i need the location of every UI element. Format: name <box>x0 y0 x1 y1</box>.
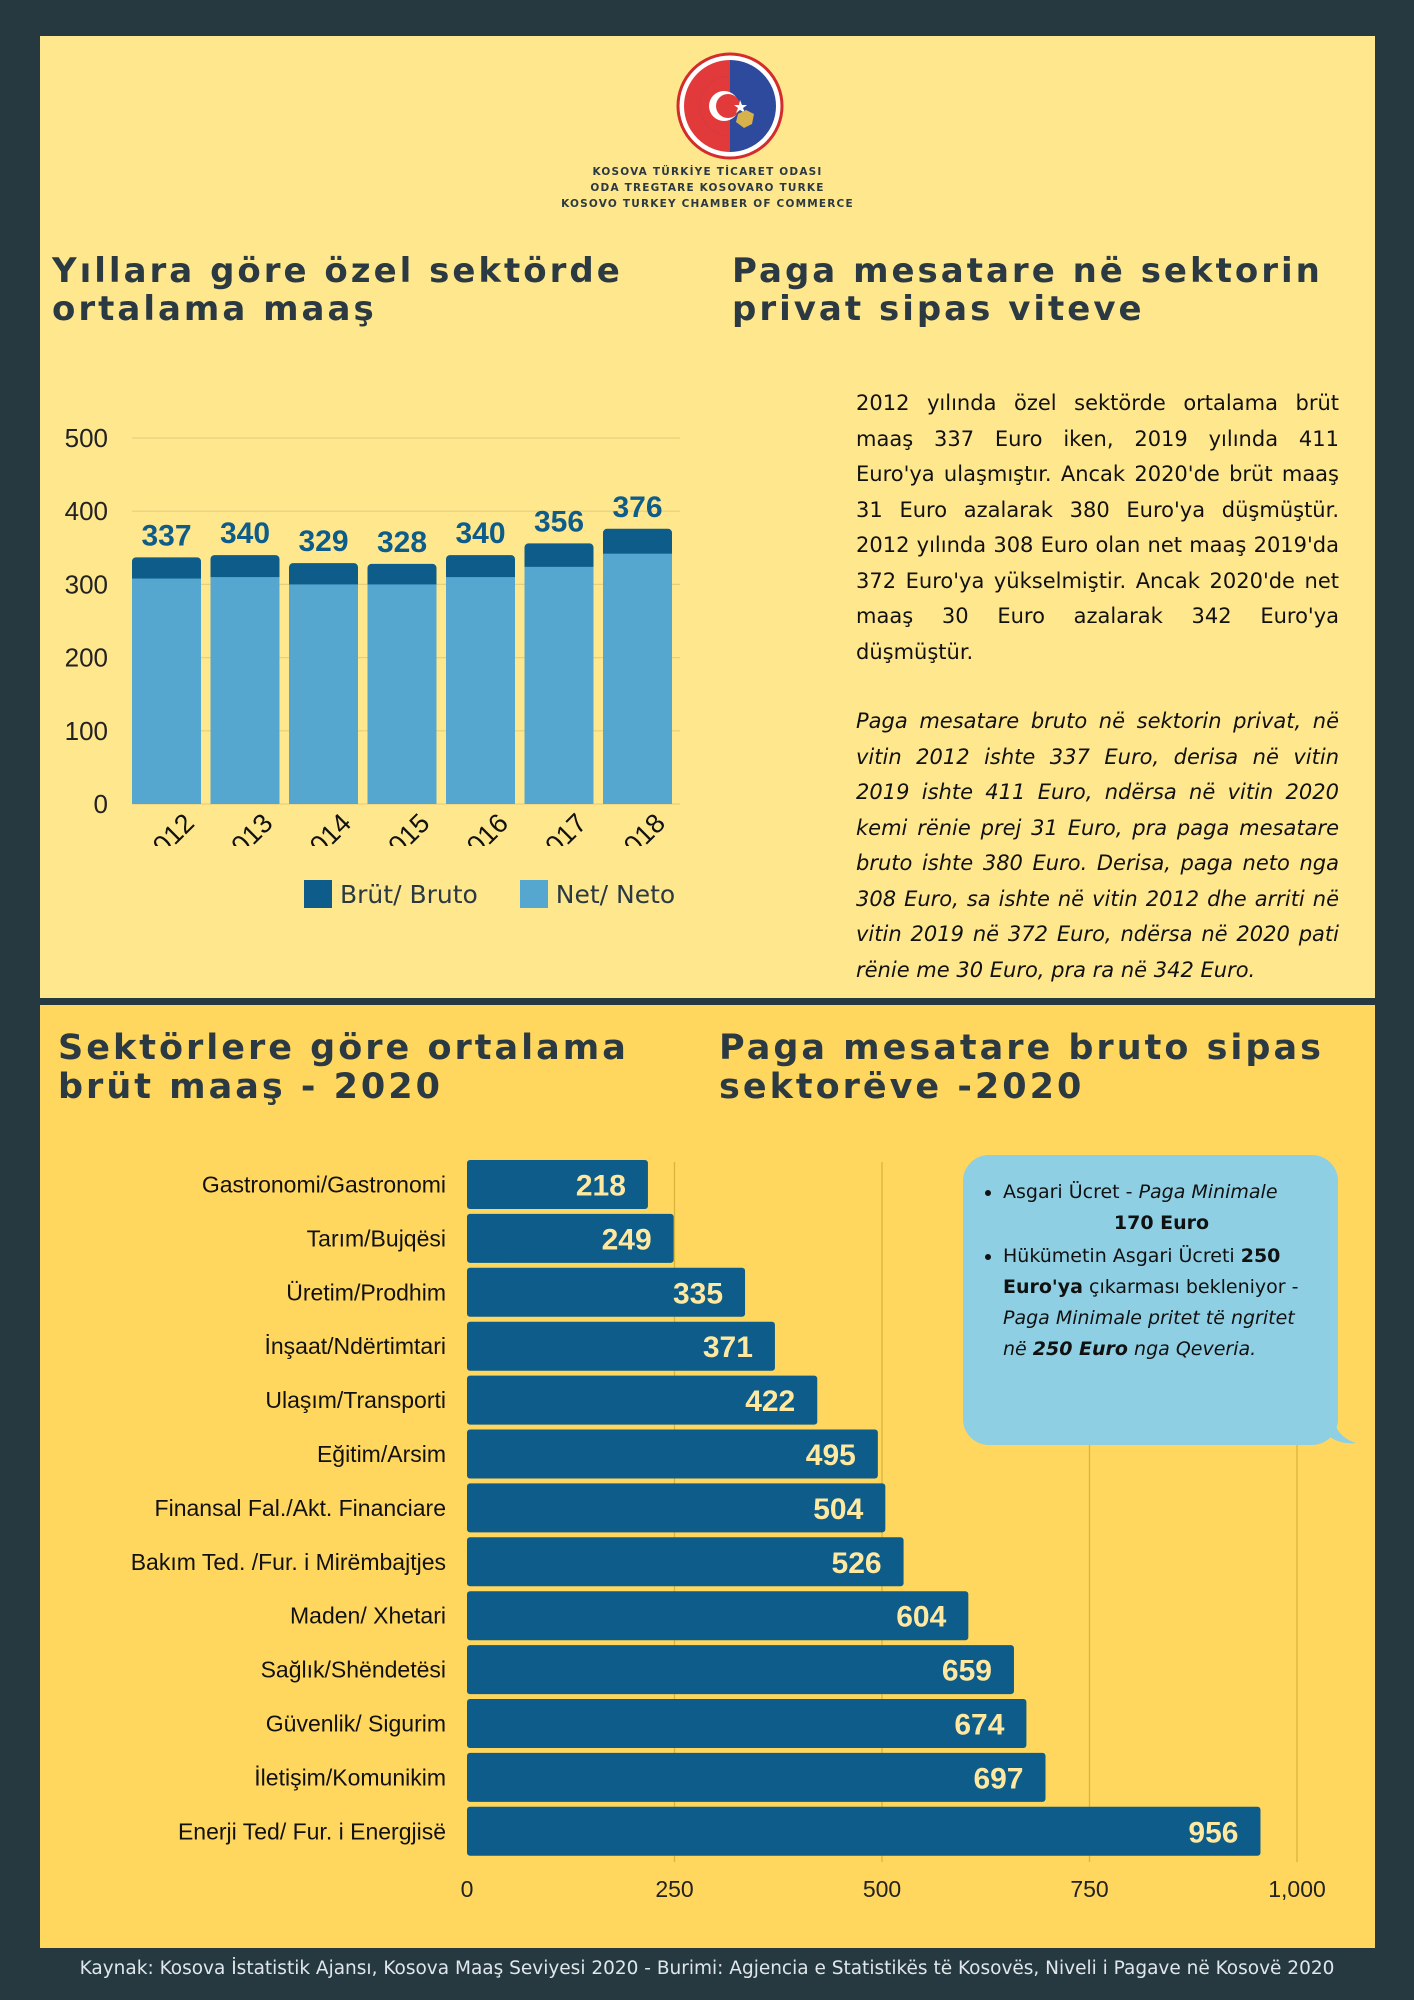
panel-sector-salary: Sektörlere göre ortalama brüt maaş - 202… <box>40 1005 1375 1948</box>
sector-label: Maden/ Xhetari <box>290 1603 446 1629</box>
sector-label: Güvenlik/ Sigurim <box>266 1711 446 1737</box>
sector-bar <box>467 1537 904 1587</box>
chamber-logo <box>676 52 784 160</box>
legend-item-net: Net/ Neto <box>519 880 676 909</box>
sector-bar-value: 249 <box>602 1223 652 1256</box>
y-tick-label: 0 <box>94 789 108 819</box>
bar-net <box>603 553 672 804</box>
sector-label: Gastronomi/Gastronomi <box>202 1172 446 1198</box>
description-albanian: Paga mesatare bruto në sektorin privat, … <box>856 709 1339 982</box>
sector-bar <box>467 1267 746 1317</box>
legend-item-gross: Brüt/ Bruto <box>304 880 478 909</box>
bar-net <box>446 577 515 804</box>
sector-bar-value: 218 <box>576 1170 626 1203</box>
sector-bar-value: 956 <box>1188 1816 1238 1849</box>
source-footer: Kaynak: Kosova İstatistik Ajansı, Kosova… <box>79 1958 1335 1979</box>
y-tick-label: 400 <box>65 496 108 526</box>
data-label-gross: 337 <box>141 519 191 552</box>
legend-swatch-net <box>519 880 548 908</box>
sector-bar <box>467 1375 818 1425</box>
data-label-gross: 340 <box>220 517 270 550</box>
x-tick-label: 2012 <box>136 808 200 846</box>
sector-label: Tarım/Bujqësi <box>307 1225 446 1251</box>
sector-bar-value: 504 <box>813 1493 863 1526</box>
y-tick-label: 200 <box>65 643 108 673</box>
sector-label: Enerji Ted/ Fur. i Energjisë <box>178 1818 446 1844</box>
sector-bar <box>467 1160 648 1209</box>
org-name-english: KOSOVO TURKEY CHAMBER OF COMMERCE <box>561 198 854 210</box>
sector-bar <box>467 1429 878 1479</box>
sector-label: İnşaat/Ndërtimtari <box>264 1333 446 1359</box>
bar-net <box>210 577 280 804</box>
yearly-salary-bar-chart: 0 100 200 300 400 500 337 2012 340 2013 329 2014 328… <box>65 423 680 846</box>
sector-label: İletişim/Komunikim <box>254 1764 446 1790</box>
sector-bar-value: 604 <box>896 1601 946 1634</box>
section2-title-turkish: Sektörlere göre ortalama brüt maaş - 202… <box>58 1028 629 1108</box>
legend-label-net: Net/ Neto <box>555 880 676 909</box>
x-tick-label: 2018 <box>607 808 671 846</box>
callout-tail <box>1310 1407 1356 1444</box>
sector-bar-value: 526 <box>832 1547 882 1580</box>
y-tick-label: 300 <box>65 569 108 599</box>
sector-bar-value: 335 <box>673 1277 723 1310</box>
x-tick-label: 2017 <box>529 808 593 846</box>
y-tick-label: 100 <box>65 716 108 746</box>
sector-label: Üretim/Prodhim <box>286 1279 446 1305</box>
x-tick-label: 2013 <box>215 808 279 846</box>
sector-salary-bar-chart: 0 250 500 750 1,000 218 Gastronomi/Gastronomi 2… <box>131 1160 1326 1902</box>
sector-bar-value: 659 <box>942 1655 992 1688</box>
sector-label: Finansal Fal./Akt. Financiare <box>155 1495 446 1521</box>
data-label-gross: 329 <box>298 525 348 558</box>
sector-bar <box>467 1752 1046 1802</box>
sector-bar <box>467 1213 674 1263</box>
callout-item-minimum-wage: Asgari Ücret - Paga Minimale 170 Euro <box>1003 1177 1320 1239</box>
x-tick-label: 2014 <box>293 808 357 846</box>
sector-bar-value: 674 <box>954 1709 1004 1742</box>
sector-bar-value: 422 <box>745 1385 795 1418</box>
sector-label: Sağlık/Shëndetësi <box>261 1657 446 1683</box>
minimum-wage-callout: Asgari Ücret - Paga Minimale 170 Euro Hü… <box>963 1155 1356 1445</box>
org-name-turkish: KOSOVA TÜRKİYE TİCARET ODASI <box>592 166 823 178</box>
sector-bar <box>467 1483 886 1533</box>
sector-bar <box>467 1591 969 1641</box>
sector-bar <box>467 1645 1014 1695</box>
legend-label-gross: Brüt/ Bruto <box>340 880 478 909</box>
sector-bar <box>467 1806 1261 1856</box>
section1-title-turkish: Yıllara göre özel sektörde ortalama maaş <box>52 251 623 330</box>
panel-yearly-salary: KOSOVA TÜRKİYE TİCARET ODASI ODA TREGTAR… <box>40 36 1375 998</box>
sector-label: Eğitim/Arsim <box>317 1441 446 1467</box>
sector-bar <box>467 1699 1027 1748</box>
x-tick-label: 500 <box>863 1876 901 1902</box>
sector-bar-value: 697 <box>973 1762 1023 1795</box>
bar-net <box>524 566 594 804</box>
sector-label: Ulaşım/Transporti <box>265 1387 446 1413</box>
x-tick-label: 1,000 <box>1268 1876 1326 1902</box>
org-name-albanian: ODA TREGTARE KOSOVARO TURKE <box>590 182 825 194</box>
data-label-gross: 340 <box>455 517 505 550</box>
bar-net <box>132 578 201 804</box>
legend-swatch-gross <box>304 880 332 908</box>
callout-item-expected-increase: Hükümetin Asgari Ücreti 250 Euro'ya çıka… <box>1003 1241 1320 1365</box>
sector-bar-value: 371 <box>703 1331 753 1364</box>
section2-title-albanian: Paga mesatare bruto sipas sektorëve -202… <box>719 1028 1324 1108</box>
data-label-gross: 356 <box>534 505 584 538</box>
bar-net <box>289 584 358 804</box>
y-tick-label: 500 <box>65 423 108 453</box>
x-tick-label: 2015 <box>372 808 436 846</box>
sector-bar <box>467 1321 775 1371</box>
x-tick-label: 250 <box>655 1876 693 1902</box>
chart1-legend: Brüt/ Bruto Net/ Neto <box>304 880 675 909</box>
section1-title-albanian: Paga mesatare në sektorin privat sipas v… <box>732 251 1323 330</box>
x-tick-label: 0 <box>461 1876 474 1902</box>
sector-bar-value: 495 <box>806 1439 856 1472</box>
x-tick-label: 2016 <box>450 808 514 846</box>
bar-net <box>367 584 437 804</box>
description-turkish: 2012 yılında özel sektörde ortalama brüt… <box>856 391 1339 664</box>
data-label-gross: 376 <box>612 491 662 524</box>
x-tick-label: 750 <box>1070 1876 1108 1902</box>
sector-label: Bakım Ted. /Fur. i Mirëmbajtjes <box>131 1549 446 1575</box>
data-label-gross: 328 <box>377 526 427 559</box>
